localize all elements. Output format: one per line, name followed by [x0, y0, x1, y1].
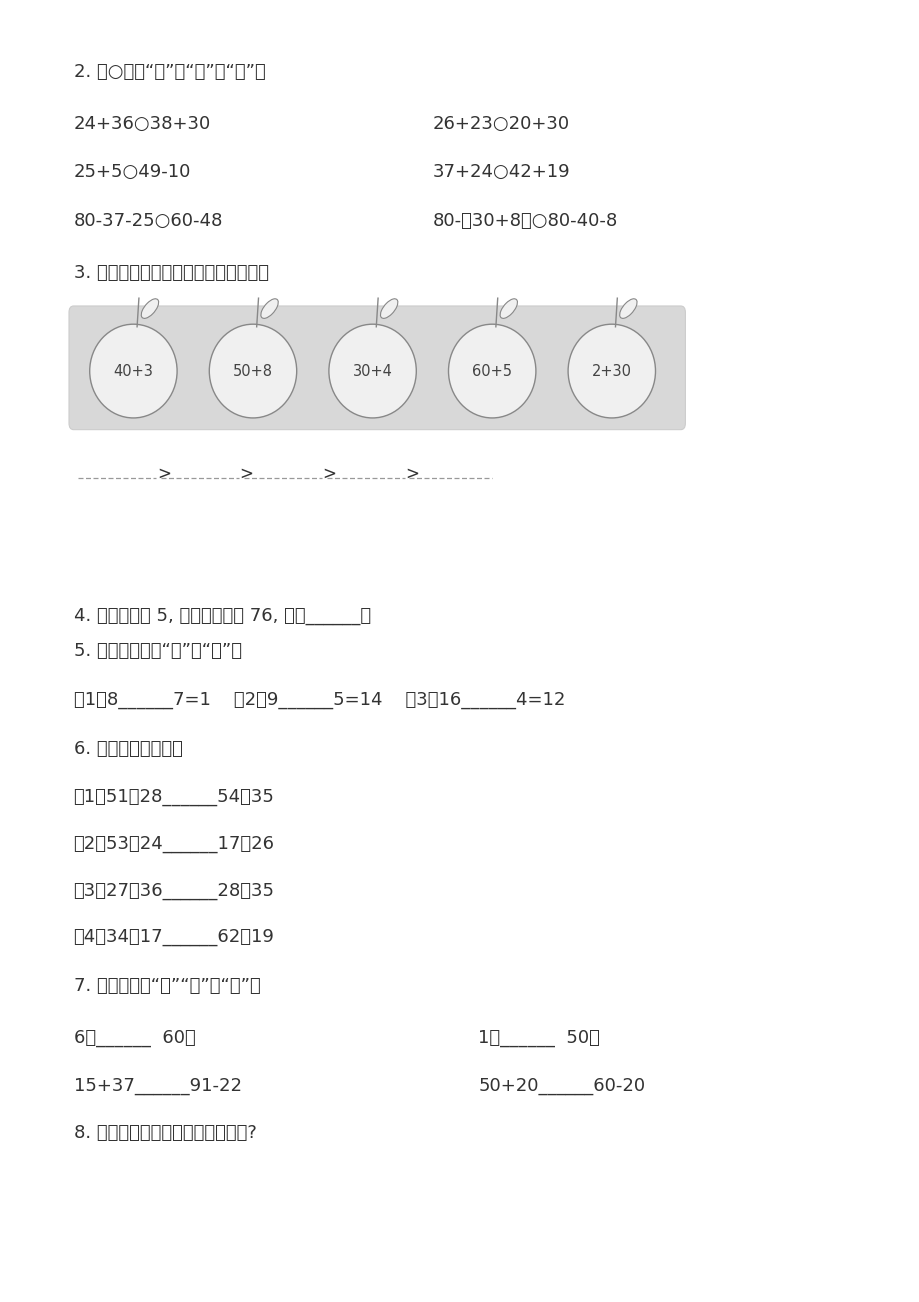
- Text: 3. 请你按得数把苹果里的算式排一排。: 3. 请你按得数把苹果里的算式排一排。: [74, 264, 268, 283]
- Text: 8. 猜一猜每个汉字分别表示数字几?: 8. 猜一猜每个汉字分别表示数字几?: [74, 1124, 256, 1142]
- Text: （2）53－24______17＋26: （2）53－24______17＋26: [74, 835, 274, 853]
- Text: 2. 在○里填“＜”、“＞”或“＝”。: 2. 在○里填“＜”、“＞”或“＝”。: [74, 62, 265, 81]
- Text: 30+4: 30+4: [352, 363, 392, 379]
- Text: >: >: [156, 465, 171, 483]
- Ellipse shape: [329, 324, 416, 418]
- Text: 40+3: 40+3: [113, 363, 153, 379]
- Text: （3）27＋36______28＋35: （3）27＋36______28＋35: [74, 881, 274, 900]
- Text: 37+24○42+19: 37+24○42+19: [432, 163, 570, 181]
- Text: 50+20______60-20: 50+20______60-20: [478, 1077, 645, 1095]
- Text: （1）8______7=1    （2）9______5=14    （3）16______4=12: （1）8______7=1 （2）9______5=14 （3）16______…: [74, 691, 564, 710]
- Text: 26+23○20+30: 26+23○20+30: [432, 115, 569, 133]
- Ellipse shape: [448, 324, 536, 418]
- Text: 15+37______91-22: 15+37______91-22: [74, 1077, 242, 1095]
- Text: 24+36○38+30: 24+36○38+30: [74, 115, 210, 133]
- Text: 7. 横线上填上“＞”“＜”或“＝”。: 7. 横线上填上“＞”“＜”或“＝”。: [74, 976, 260, 995]
- Ellipse shape: [619, 298, 636, 319]
- Text: 2+30: 2+30: [591, 363, 631, 379]
- Text: 60+5: 60+5: [471, 363, 512, 379]
- Text: 5. 在横线上填上“＋”或“－”。: 5. 在横线上填上“＋”或“－”。: [74, 642, 242, 660]
- Text: （4）34＋17______62－19: （4）34＋17______62－19: [74, 928, 274, 947]
- Text: 80-（30+8）○80-40-8: 80-（30+8）○80-40-8: [432, 212, 617, 230]
- FancyBboxPatch shape: [69, 306, 685, 430]
- Ellipse shape: [90, 324, 176, 418]
- Text: >: >: [404, 465, 419, 483]
- Ellipse shape: [380, 298, 397, 319]
- Ellipse shape: [261, 298, 278, 319]
- Text: 6. 填上＜、＞或＝。: 6. 填上＜、＞或＝。: [74, 740, 182, 758]
- Text: 4. 一个加数是 5, 另一个加数是 76, 和是______。: 4. 一个加数是 5, 另一个加数是 76, 和是______。: [74, 607, 370, 625]
- Text: 1时______  50分: 1时______ 50分: [478, 1029, 599, 1047]
- Text: >: >: [239, 465, 254, 483]
- Text: 50+8: 50+8: [233, 363, 273, 379]
- Ellipse shape: [568, 324, 655, 418]
- Ellipse shape: [210, 324, 297, 418]
- Text: （1）51－28______54－35: （1）51－28______54－35: [74, 788, 274, 806]
- Ellipse shape: [500, 298, 516, 319]
- Text: 80-37-25○60-48: 80-37-25○60-48: [74, 212, 222, 230]
- Text: 6时______  60秒: 6时______ 60秒: [74, 1029, 195, 1047]
- Text: 25+5○49-10: 25+5○49-10: [74, 163, 191, 181]
- Text: >: >: [322, 465, 336, 483]
- Ellipse shape: [142, 298, 158, 319]
